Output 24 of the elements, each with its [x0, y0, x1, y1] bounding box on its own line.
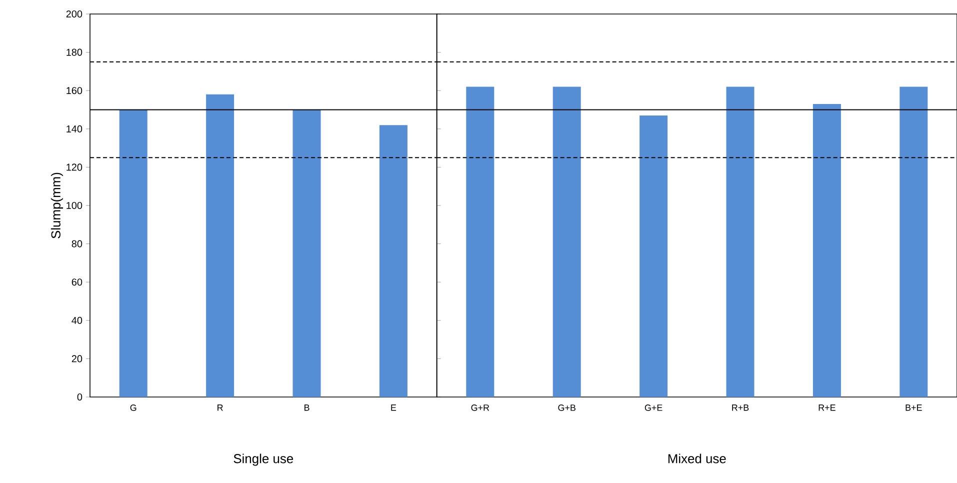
x-tick-label: B+E [906, 404, 922, 411]
y-tick-label: 60 [72, 278, 82, 286]
x-tick-label: G+R [471, 404, 490, 411]
x-tick-label: B [304, 404, 310, 411]
x-tick-label: R [218, 404, 223, 411]
y-axis-title: Slump(mm) [50, 172, 64, 238]
x-axis-title: Single use [234, 454, 294, 466]
y-tick-label: 0 [77, 393, 82, 401]
x-tick-label: G [130, 404, 136, 411]
x-axis-title: Mixed use [668, 454, 726, 464]
x-tick-label: G+B [558, 404, 576, 411]
x-tick-label: G+E [644, 404, 662, 411]
y-tick-label: 100 [66, 202, 82, 210]
y-tick-label: 180 [66, 48, 82, 56]
y-tick-label: 140 [66, 125, 82, 132]
x-tick-label: E [391, 404, 396, 411]
y-tick-label: 80 [72, 240, 82, 248]
y-tick-label: 20 [72, 355, 82, 362]
y-tick-label: 160 [66, 87, 82, 94]
x-tick-label: R+E [818, 404, 836, 411]
y-tick-label: 40 [72, 316, 82, 324]
x-tick-label: R+B [732, 404, 749, 411]
y-tick-label: 120 [66, 164, 82, 171]
y-tick-label: 200 [66, 10, 82, 18]
